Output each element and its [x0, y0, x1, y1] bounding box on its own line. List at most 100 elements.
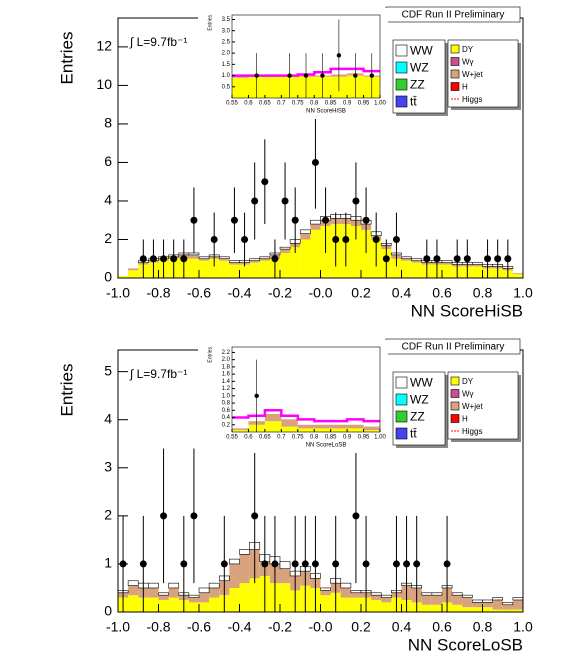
histogram-bar: [310, 229, 321, 278]
data-point: [362, 216, 370, 224]
y-tick-label: 2.0: [222, 51, 231, 57]
histogram-bar: [371, 599, 382, 612]
data-point: [311, 158, 319, 166]
histogram-bar: [472, 599, 483, 603]
y-tick-label: 4: [104, 410, 112, 426]
y-tick-label: 1.8: [222, 364, 231, 370]
y-tick-label: 0.5: [222, 84, 231, 90]
x-tick-label: -0.6: [187, 619, 211, 635]
signal-line: [232, 67, 380, 77]
y-tick-label: 4: [104, 192, 112, 208]
legend-label: Wγ: [462, 390, 474, 399]
x-tick-label: 0.8: [473, 285, 493, 301]
legend-swatch: [450, 44, 460, 54]
data-point: [423, 255, 431, 263]
histogram-bar: [370, 592, 382, 596]
y-tick-label: 8: [104, 115, 112, 131]
histogram-bar: [347, 424, 364, 429]
histogram-bar: [148, 597, 159, 612]
x-tick-label: 0.6: [244, 435, 253, 441]
histogram-bar: [280, 583, 291, 612]
histogram-bar: [310, 219, 321, 225]
inset-background: [198, 8, 388, 119]
y-tick-label: 1.2: [222, 386, 231, 392]
histogram-bar: [249, 578, 260, 612]
data-point: [443, 560, 451, 568]
histogram-bar: [442, 264, 453, 278]
histogram-bar: [314, 424, 331, 429]
x-tick-label: 0.6: [432, 619, 452, 635]
data-point: [392, 560, 400, 568]
data-point: [261, 560, 269, 568]
legend-swatch: [395, 44, 408, 57]
x-axis-label: NN ScoreHiSB: [306, 109, 346, 115]
histogram-bar: [411, 258, 423, 261]
x-tick-label: -0.2: [268, 285, 292, 301]
histogram-bar: [363, 430, 380, 432]
legend-label: ZZ: [410, 410, 425, 424]
data-point: [190, 216, 198, 224]
data-point: [149, 255, 157, 263]
x-tick-label: 0.65: [259, 435, 271, 441]
histogram-bar: [512, 599, 523, 610]
x-tick-label: 0.55: [226, 101, 238, 107]
histogram-bar: [330, 424, 348, 429]
histogram-bar: [168, 582, 180, 589]
y-tick-label: 3.5: [222, 17, 231, 23]
histogram-bar: [148, 582, 159, 589]
histogram-bar: [340, 587, 351, 598]
x-tick-label: 0.85: [325, 435, 337, 441]
histogram-bar: [188, 254, 199, 259]
legend-swatch: [450, 376, 460, 386]
x-tick-label: 0.9: [343, 435, 352, 441]
x-tick-label: -0.8: [146, 285, 170, 301]
histogram-bar: [128, 585, 139, 596]
histogram-bar: [512, 273, 523, 275]
histogram-bar: [259, 258, 270, 261]
histogram-bar: [350, 592, 361, 598]
x-tick-label: 0.7: [277, 101, 286, 107]
histogram-bar: [128, 270, 139, 278]
data-point: [139, 560, 147, 568]
histogram-bar: [198, 256, 210, 260]
histogram-bar: [363, 426, 380, 431]
data-point: [180, 255, 188, 263]
histogram-bar: [229, 563, 240, 588]
histogram-bar: [232, 428, 249, 431]
histogram-bar: [259, 260, 270, 278]
histogram-bar: [340, 597, 351, 612]
legend-swatch: [395, 427, 408, 440]
histogram-bar: [330, 428, 348, 432]
x-tick-label: -1.0: [106, 285, 130, 301]
histogram-bar: [472, 602, 483, 608]
histogram-bar: [264, 413, 282, 422]
y-tick-label: 1.5: [222, 62, 231, 68]
histogram-bar: [431, 592, 443, 596]
x-tick-label: 0.8: [473, 619, 493, 635]
x-tick-label: 0.75: [292, 101, 304, 107]
y-tick-label: 1: [104, 555, 112, 571]
axes-frame: [231, 346, 381, 433]
data-point: [139, 255, 147, 263]
histogram-bar: [127, 580, 139, 586]
histogram-bar: [441, 260, 453, 263]
histogram-bar: [280, 249, 291, 253]
histogram-bar: [452, 604, 463, 612]
data-point: [301, 560, 309, 568]
histogram-bar: [232, 430, 249, 432]
histogram-bar: [411, 260, 422, 263]
histogram-bar: [482, 602, 493, 608]
histogram-bar: [209, 587, 220, 598]
legend-label: WW: [410, 376, 433, 390]
histogram-bar: [371, 595, 382, 600]
x-axis-label: NN ScoreHiSB: [411, 301, 523, 320]
x-tick-label: 0.95: [358, 101, 370, 107]
histogram-bar: [442, 262, 453, 265]
histogram-bar: [350, 590, 362, 594]
legend-box: [447, 371, 519, 440]
legend-swatch: [395, 95, 408, 108]
x-tick-label: -0.4: [227, 619, 251, 635]
x-tick-label: -1.0: [106, 619, 130, 635]
data-point: [291, 216, 299, 224]
histogram-bar: [502, 604, 513, 610]
